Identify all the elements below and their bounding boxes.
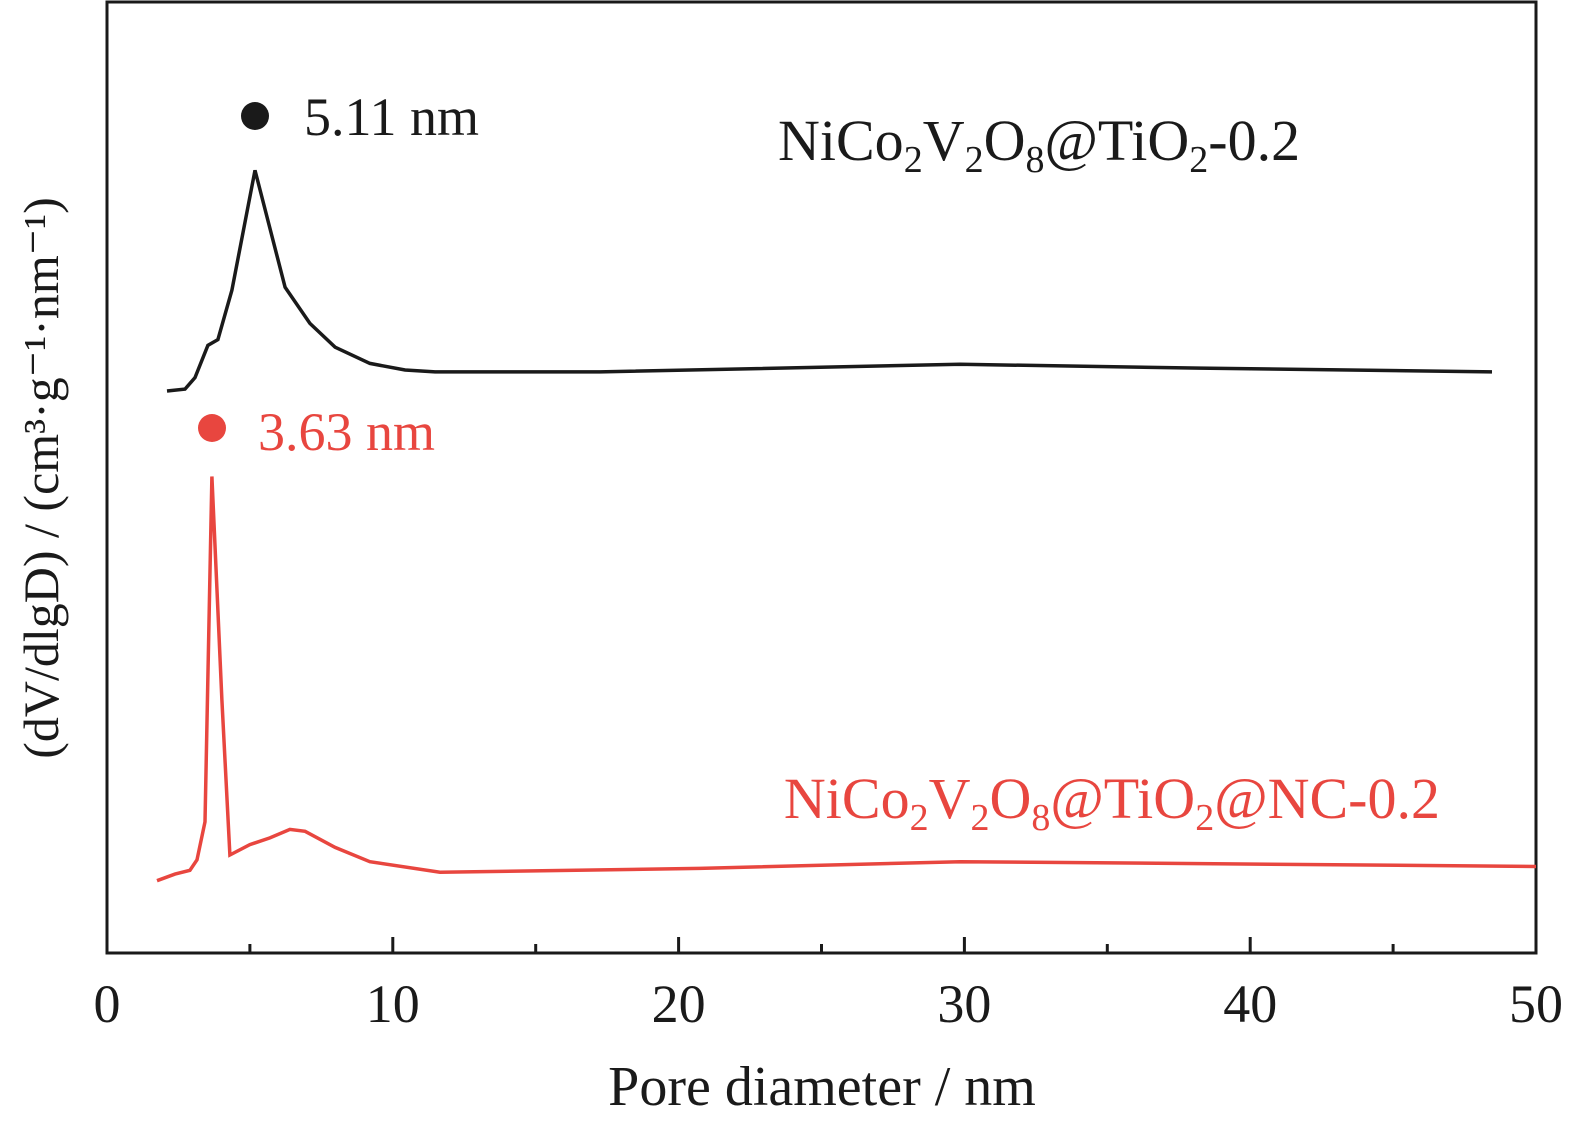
series-name-label: NiCo2V2O8@TiO2-0.2 <box>778 108 1300 181</box>
x-tick-label: 40 <box>1223 974 1277 1034</box>
series-line-0 <box>166 169 1493 393</box>
peak-label: 5.11 nm <box>304 87 479 147</box>
peak-label: 3.63 nm <box>258 402 435 462</box>
peak-marker-dot <box>198 414 226 442</box>
x-tick-label: 10 <box>366 974 420 1034</box>
y-axis-label: (dV/dlgD) / (cm³·g⁻¹·nm⁻¹) <box>13 197 69 759</box>
x-tick-label: 50 <box>1509 974 1563 1034</box>
x-axis-label: Pore diameter / nm <box>608 1056 1036 1118</box>
x-tick-label: 20 <box>652 974 706 1034</box>
x-tick-label: 30 <box>937 974 991 1034</box>
series-line-1 <box>156 476 1537 883</box>
x-tick-label: 0 <box>94 974 121 1034</box>
peak-marker-dot <box>241 102 269 130</box>
series-name-label: NiCo2V2O8@TiO2@NC-0.2 <box>784 766 1440 839</box>
